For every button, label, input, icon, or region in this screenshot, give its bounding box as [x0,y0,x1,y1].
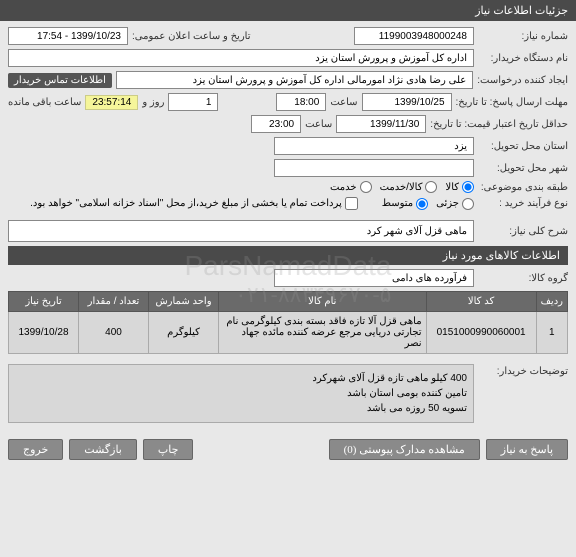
cell-qty: 400 [79,312,149,354]
creator-field: علی رضا هادی نژاد امورمالی اداره کل آموز… [116,71,473,89]
purchase-radio-group: جزئی متوسط [382,198,474,210]
table-row[interactable]: 1 0151000990060001 ماهی قزل آلا تازه فاق… [9,312,568,354]
subject-radio-group: کالا کالا/خدمت خدمت [330,181,474,193]
pub-datetime-field: 1399/10/23 - 17:54 [8,27,128,45]
cell-date: 1399/10/28 [9,312,79,354]
delivery-city-label: شهر محل تحویل: [478,163,568,174]
radio-service[interactable]: خدمت [330,181,372,193]
time-label-2: ساعت [305,119,332,130]
buyer-org-field: اداره کل آموزش و پرورش استان یزد [8,49,474,67]
cell-code: 0151000990060001 [426,312,536,354]
reply-deadline-time: 18:00 [276,93,326,111]
subject-class-label: طبقه بندی موضوعی: [478,182,568,193]
radio-goods[interactable]: کالا [445,181,474,193]
cell-unit: کیلوگرم [149,312,219,354]
group-field: فرآورده های دامی [274,269,474,287]
cell-idx: 1 [536,312,567,354]
remaining-suffix: ساعت باقی مانده [8,97,81,108]
creator-label: ایجاد کننده درخواست: [477,75,568,86]
delivery-province-label: استان محل تحویل: [478,141,568,152]
price-validity-time: 23:00 [251,115,301,133]
remaining-days: 1 [168,93,218,111]
need-desc-field: ماهی قزل آلای شهر کرد [8,220,474,242]
price-validity-date: 1399/11/30 [336,115,426,133]
buyer-notes-label: توضیحات خریدار: [478,360,568,377]
delivery-city-field [274,159,474,177]
col-code: کد کالا [426,292,536,312]
radio-small[interactable]: جزئی [436,198,474,210]
col-name: نام کالا [219,292,427,312]
print-button[interactable]: چاپ [143,439,194,460]
col-date: تاریخ نیاز [9,292,79,312]
remaining-timer: 23:57:14 [85,95,138,110]
back-button[interactable]: بازگشت [69,439,137,460]
goods-section-title: اطلاعات کالاهای مورد نیاز [8,246,568,265]
page-header: جزئیات اطلاعات نیاز [0,0,576,21]
col-idx: ردیف [536,292,567,312]
col-unit: واحد شمارش [149,292,219,312]
col-qty: تعداد / مقدار [79,292,149,312]
main-content: شماره نیاز: 1199003948000248 تاریخ و ساع… [0,21,576,433]
table-header-row: ردیف کد کالا نام کالا واحد شمارش تعداد /… [9,292,568,312]
buyer-notes-box: 400 کیلو ماهی تازه قزل آلای شهرکرد تامین… [8,364,474,423]
attachments-button[interactable]: مشاهده مدارک پیوستی (0) [329,439,480,460]
footer-bar: پاسخ به نیاز مشاهده مدارک پیوستی (0) چاپ… [0,433,576,466]
radio-goods-service[interactable]: کالا/خدمت [380,181,438,193]
buyer-org-label: نام دستگاه خریدار: [478,53,568,64]
radio-medium[interactable]: متوسط [382,198,428,210]
price-validity-label: حداقل تاریخ اعتبار قیمت: تا تاریخ: [430,119,568,130]
time-label-1: ساعت [330,97,357,108]
need-number-label: شماره نیاز: [478,31,568,42]
delivery-province-field: یزد [274,137,474,155]
payment-checkbox[interactable]: پرداخت تمام یا بخشی از مبلغ خرید،از محل … [30,197,358,210]
need-number-field: 1199003948000248 [354,27,474,45]
reply-deadline-date: 1399/10/25 [362,93,452,111]
cell-name: ماهی قزل آلا تازه فاقد بسته بندی کیلوگرم… [219,312,427,354]
reply-button[interactable]: پاسخ به نیاز [486,439,568,460]
group-label: گروه کالا: [478,273,568,284]
contact-link[interactable]: اطلاعات تماس خریدار [8,73,112,88]
exit-button[interactable]: خروج [8,439,63,460]
remaining-days-label: روز و [142,97,164,108]
need-desc-label: شرح کلی نیاز: [478,226,568,237]
reply-deadline-label: مهلت ارسال پاسخ: تا تاریخ: [456,97,568,108]
pub-datetime-label: تاریخ و ساعت اعلان عمومی: [132,31,251,42]
goods-table: ردیف کد کالا نام کالا واحد شمارش تعداد /… [8,291,568,354]
purchase-type-label: نوع فرآیند خرید : [478,198,568,209]
